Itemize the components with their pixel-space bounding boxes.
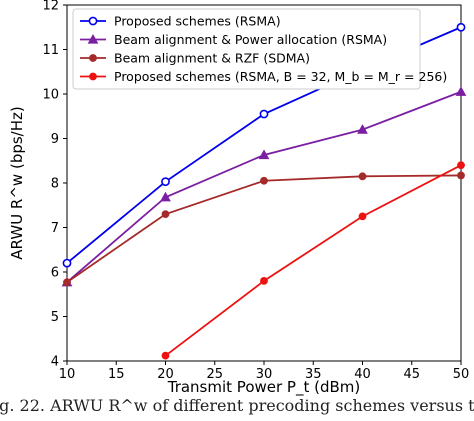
legend-marker: [87, 33, 99, 44]
legend-box: [72, 8, 421, 90]
data-point: [258, 149, 270, 160]
x-tick-label: 25: [206, 367, 223, 382]
data-point: [161, 177, 170, 187]
x-tick-label: 35: [305, 367, 322, 382]
data-point: [62, 258, 72, 268]
legend-marker: [89, 72, 97, 81]
y-axis-label: ARWU R^w (bps/Hz): [8, 106, 26, 259]
y-tick-label: 10: [42, 88, 59, 103]
x-tick-label: 30: [256, 367, 273, 382]
x-tick-label: 40: [354, 367, 371, 382]
y-tick-label: 9: [51, 132, 59, 147]
series-line: [66, 90, 462, 283]
legend: Proposed schemes (RSMA) Beam alignment & …: [72, 8, 447, 90]
series-line: [164, 164, 462, 357]
x-tick-label: 45: [403, 367, 420, 382]
data-point: [358, 172, 367, 181]
legend-item: Beam alignment & Power allocation (RSMA): [80, 32, 387, 47]
data-point: [63, 278, 71, 287]
data-point: [260, 176, 268, 185]
legend-item: Proposed schemes (RSMA): [80, 14, 281, 29]
data-point: [260, 277, 268, 285]
data-point: [259, 109, 269, 119]
legend-label: Proposed schemes (RSMA): [114, 14, 281, 29]
legend-label: Beam alignment & Power allocation (RSMA): [114, 32, 387, 47]
x-axis-label: Transmit Power P_t (dBm): [167, 378, 361, 397]
y-tick-label: 11: [42, 43, 59, 58]
y-tick-label: 5: [51, 310, 59, 325]
data-point: [358, 212, 367, 221]
x-tick-label: 20: [157, 367, 174, 382]
figure-caption: ig. 22. ARWU R^w of different precoding …: [0, 396, 474, 415]
legend-marker: [88, 16, 98, 26]
y-tick-label: 6: [51, 266, 59, 281]
y-tick-label: 12: [42, 0, 59, 14]
data-point: [161, 210, 170, 219]
legend-item: Beam alignment & RZF (SDMA): [80, 51, 310, 66]
legend-label: Proposed schemes (RSMA, B = 32, M_b = M_…: [114, 69, 447, 84]
series-4: [161, 161, 465, 360]
data-point: [455, 86, 467, 96]
data-point: [160, 191, 171, 202]
y-tick-label: 7: [51, 221, 59, 236]
data-point: [161, 351, 170, 360]
y-tick-label: 8: [51, 177, 59, 192]
data-point: [357, 124, 368, 134]
x-tick-label: 15: [108, 367, 125, 382]
series-3: [63, 171, 465, 287]
x-tick-label: 10: [59, 367, 76, 382]
data-point: [456, 22, 466, 32]
data-point: [457, 171, 465, 180]
legend-item: Proposed schemes (RSMA, B = 32, M_b = M_…: [80, 69, 447, 84]
legend-marker: [89, 54, 97, 62]
series-line: [66, 174, 462, 283]
data-point: [457, 161, 465, 170]
legend-label: Beam alignment & RZF (SDMA): [114, 51, 310, 66]
x-tick-label: 50: [453, 367, 470, 382]
y-tick-label: 4: [51, 355, 59, 370]
